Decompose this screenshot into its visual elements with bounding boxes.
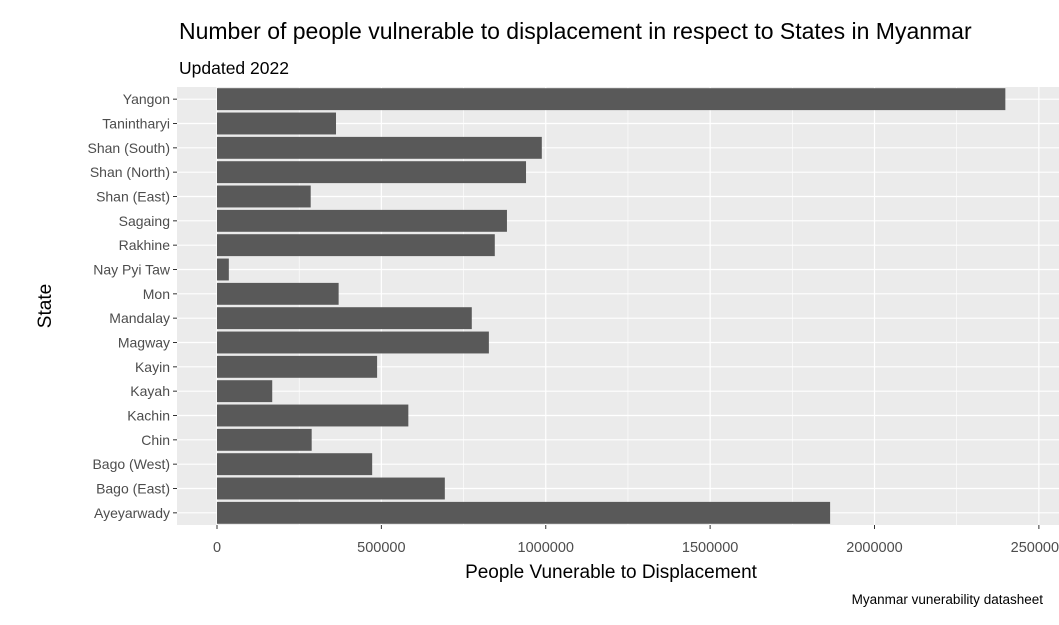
bar-ayeyarwady — [217, 501, 831, 524]
bar-sagaing — [217, 209, 507, 232]
bar-rakhine — [217, 234, 495, 257]
x-tick-label: 1000000 — [518, 540, 574, 556]
bar-magway — [217, 331, 489, 354]
bar-kayin — [217, 355, 378, 378]
y-tick-label: Nay Pyi Taw — [93, 262, 171, 278]
x-tick-label: 2500000 — [1011, 540, 1059, 556]
x-tick-label: 0 — [213, 540, 221, 556]
x-tick-label: 1500000 — [682, 540, 738, 556]
bar-shan-south — [217, 136, 542, 159]
y-tick-label: Mon — [143, 286, 170, 302]
y-tick-label: Kayah — [130, 383, 170, 399]
y-tick-label: Kayin — [135, 359, 170, 375]
y-tick-label: Chin — [141, 432, 170, 448]
chart-caption: Myanmar vunerability datasheet — [851, 592, 1043, 607]
bar-mon — [217, 282, 339, 305]
y-tick-label: Shan (East) — [96, 189, 170, 205]
x-tick-label: 500000 — [357, 540, 405, 556]
x-tick-label: 2000000 — [846, 540, 902, 556]
x-axis-title: People Vunerable to Displacement — [465, 562, 758, 583]
bar-bago-west — [217, 453, 373, 476]
chart-title: Number of people vulnerable to displacem… — [179, 18, 972, 44]
bar-shan-east — [217, 185, 311, 208]
bar-nay-pyi-taw — [217, 258, 229, 281]
y-tick-label: Shan (North) — [90, 164, 170, 180]
bar-yangon — [217, 88, 1006, 111]
chart-subtitle: Updated 2022 — [179, 58, 289, 78]
y-tick-label: Bago (East) — [96, 481, 170, 497]
y-tick-label: Yangon — [123, 91, 170, 107]
bar-mandalay — [217, 307, 472, 330]
plot-panel — [177, 87, 1059, 525]
y-tick-label: Bago (West) — [92, 456, 170, 472]
y-tick-label: Mandalay — [109, 310, 170, 326]
y-tick-label: Ayeyarwady — [94, 505, 170, 521]
y-tick-label: Tanintharyi — [102, 116, 170, 132]
y-tick-label: Kachin — [127, 408, 170, 424]
bar-kayah — [217, 380, 273, 403]
y-tick-label: Shan (South) — [88, 140, 171, 156]
y-tick-label: Rakhine — [119, 237, 171, 253]
bar-shan-north — [217, 161, 527, 184]
bar-kachin — [217, 404, 409, 427]
bar-chin — [217, 428, 312, 451]
y-axis-title: State — [35, 284, 56, 328]
bar-bago-east — [217, 477, 445, 500]
bar-tanintharyi — [217, 112, 337, 135]
y-tick-label: Sagaing — [119, 213, 170, 229]
y-tick-label: Magway — [118, 335, 170, 351]
